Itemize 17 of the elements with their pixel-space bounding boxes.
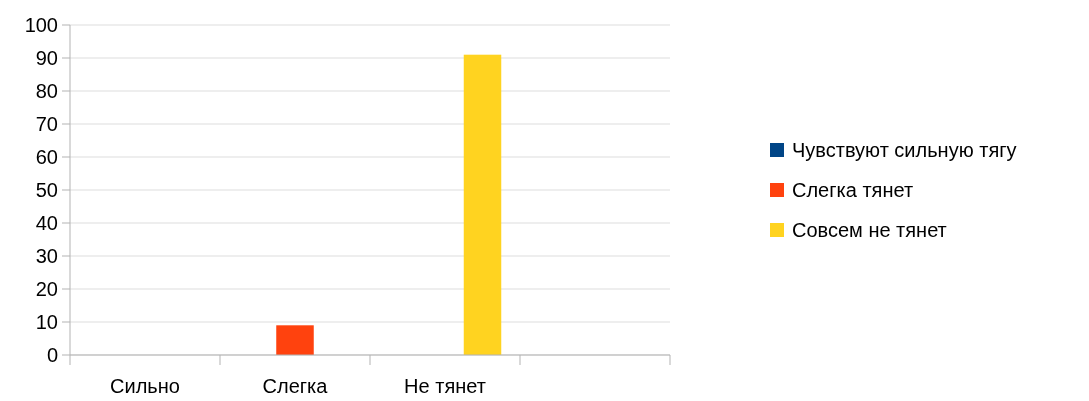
y-tick-label: 30 <box>35 245 58 267</box>
x-tick-label: Сильно <box>110 375 180 397</box>
y-tick-label: 80 <box>35 80 58 102</box>
y-tick-label: 0 <box>46 344 58 366</box>
x-tick-label: Не тянет <box>404 375 486 397</box>
y-tick-label: 90 <box>35 47 58 69</box>
y-tick-label: 70 <box>35 113 58 135</box>
y-tick-label: 20 <box>35 278 58 300</box>
y-tick-label: 50 <box>35 179 58 201</box>
y-tick-label: 40 <box>35 212 58 234</box>
legend-label: Чувствуют сильную тягу <box>792 139 1017 161</box>
x-tick-label: Слегка <box>262 375 329 397</box>
y-tick-label: 10 <box>35 311 58 333</box>
legend-label: Слегка тянет <box>792 179 914 201</box>
y-tick-label: 100 <box>24 14 58 36</box>
y-tick-label: 60 <box>35 146 58 168</box>
legend-label: Совсем не тянет <box>792 219 947 241</box>
